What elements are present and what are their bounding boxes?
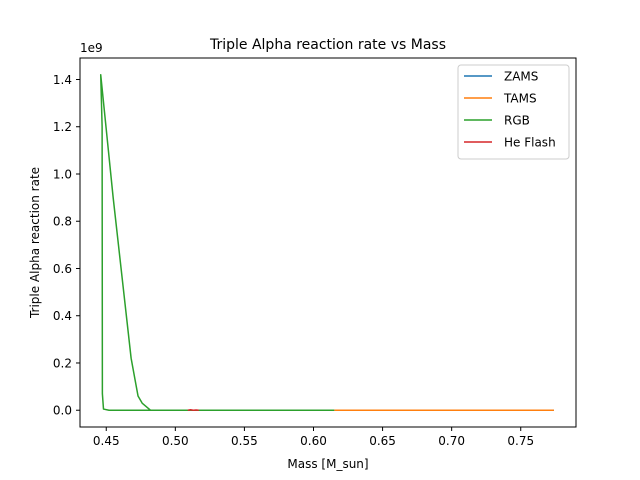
- plot-frame: [79, 57, 577, 428]
- x-tick-label: 0.60: [300, 434, 327, 448]
- legend-label: RGB: [504, 114, 530, 128]
- legend-box: [457, 64, 570, 160]
- x-axis-label: Mass [M_sun]: [287, 457, 368, 471]
- legend-label: TAMS: [503, 92, 537, 106]
- chart-title: Triple Alpha reaction rate vs Mass: [209, 37, 446, 53]
- y-tick-label: 0.8: [53, 215, 72, 229]
- series-layer: [99, 74, 554, 411]
- y-axis-label: Triple Alpha reaction rate: [28, 167, 42, 319]
- legend-label: ZAMS: [504, 70, 538, 84]
- y-tick-label: 1.2: [53, 120, 72, 134]
- y-tick-label: 0.2: [53, 356, 72, 370]
- y-tick-label: 0.0: [53, 404, 72, 418]
- x-axis: 0.45 0.50 0.55 0.60 0.65 0.70 0.75: [93, 427, 534, 448]
- y-tick-label: 1.0: [53, 167, 72, 181]
- y-tick-label: 1.4: [53, 73, 72, 87]
- legend-label: He Flash: [504, 136, 556, 150]
- x-tick-label: 0.45: [93, 434, 120, 448]
- x-tick-label: 0.65: [369, 434, 396, 448]
- legend: ZAMS TAMS RGB He Flash: [457, 64, 570, 160]
- y-axis-offset-label: 1e9: [80, 41, 103, 55]
- y-tick-label: 0.4: [53, 309, 72, 323]
- y-axis: 0.0 0.2 0.4 0.6 0.8 1.0 1.2 1.4: [53, 73, 80, 418]
- x-tick-label: 0.55: [231, 434, 258, 448]
- x-tick-label: 0.70: [438, 434, 465, 448]
- x-tick-label: 0.50: [162, 434, 189, 448]
- y-tick-label: 0.6: [53, 262, 72, 276]
- x-tick-label: 0.75: [507, 434, 534, 448]
